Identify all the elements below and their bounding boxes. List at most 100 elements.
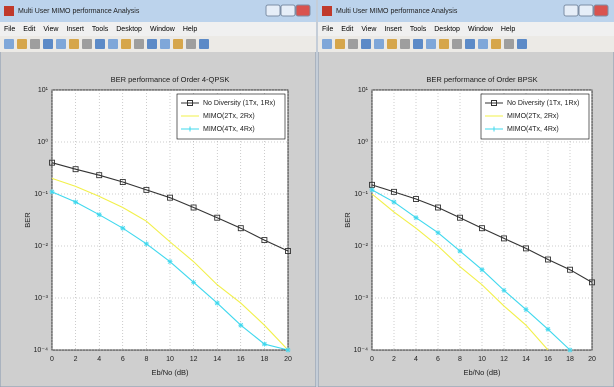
toolbar-button[interactable] bbox=[160, 39, 170, 49]
minimize-button[interactable] bbox=[563, 4, 579, 17]
legend-label: MIMO(2Tx, 2Rx) bbox=[507, 113, 559, 120]
maximize-button[interactable] bbox=[578, 4, 594, 17]
menu-item[interactable]: File bbox=[4, 26, 15, 33]
data-marker bbox=[143, 241, 149, 247]
x-tick-label: 0 bbox=[50, 356, 54, 363]
toolbar-button[interactable] bbox=[400, 39, 410, 49]
menu-item[interactable]: Window bbox=[468, 26, 494, 33]
menu-item[interactable]: Window bbox=[150, 26, 176, 33]
data-marker bbox=[96, 172, 103, 179]
x-tick-label: 2 bbox=[74, 356, 78, 363]
data-marker bbox=[261, 341, 267, 347]
data-marker bbox=[238, 322, 244, 328]
menu-item[interactable]: View bbox=[361, 26, 377, 33]
maximize-button[interactable] bbox=[280, 4, 296, 17]
toolbar-button[interactable] bbox=[426, 39, 436, 49]
toolbar-button[interactable] bbox=[4, 39, 14, 49]
menu-item[interactable]: Tools bbox=[92, 26, 109, 33]
menu-item[interactable]: File bbox=[322, 26, 333, 33]
menu-item[interactable]: Help bbox=[501, 26, 516, 33]
y-tick-label: 10⁻⁴ bbox=[354, 347, 369, 354]
menu-item[interactable]: Insert bbox=[384, 26, 402, 33]
data-marker bbox=[391, 188, 397, 195]
menu-item[interactable]: Tools bbox=[410, 26, 427, 33]
toolbar-button[interactable] bbox=[199, 39, 209, 49]
data-marker bbox=[457, 214, 463, 221]
data-marker bbox=[190, 204, 197, 211]
toolbar-button[interactable] bbox=[43, 39, 53, 49]
toolbar-button[interactable] bbox=[491, 39, 501, 49]
legend-label: No Diversity (1Tx, 1Rx) bbox=[203, 100, 275, 107]
minimize-button[interactable] bbox=[265, 4, 281, 17]
toolbar-button[interactable] bbox=[56, 39, 66, 49]
toolbar-button[interactable] bbox=[452, 39, 462, 49]
window: Multi User MIMO performance Analysis File… bbox=[317, 0, 614, 387]
data-marker bbox=[167, 259, 173, 265]
y-tick-label: 10¹ bbox=[358, 87, 369, 94]
data-marker bbox=[369, 181, 375, 188]
toolbar-button[interactable] bbox=[478, 39, 488, 49]
menu-item[interactable]: Help bbox=[183, 26, 198, 33]
toolbar-button[interactable] bbox=[348, 39, 358, 49]
menu-item[interactable]: Desktop bbox=[434, 26, 460, 33]
x-axis-label: Eb/No (dB) bbox=[151, 368, 189, 377]
data-marker bbox=[191, 279, 197, 285]
y-tick-label: 10⁻³ bbox=[354, 295, 368, 302]
toolbar-button[interactable] bbox=[517, 39, 527, 49]
toolbar-button[interactable] bbox=[361, 39, 371, 49]
menu-item[interactable]: Desktop bbox=[116, 26, 142, 33]
legend-marker bbox=[491, 100, 497, 106]
toolbar-button[interactable] bbox=[413, 39, 423, 49]
toolbar-button[interactable] bbox=[465, 39, 475, 49]
app-icon bbox=[4, 6, 14, 16]
x-tick-label: 20 bbox=[284, 356, 292, 363]
toolbar-button[interactable] bbox=[69, 39, 79, 49]
close-button[interactable] bbox=[295, 4, 311, 17]
x-tick-label: 8 bbox=[458, 356, 462, 363]
toolbar-button[interactable] bbox=[322, 39, 332, 49]
data-marker bbox=[435, 204, 441, 211]
data-marker bbox=[167, 194, 173, 201]
close-button[interactable] bbox=[593, 4, 609, 17]
data-marker bbox=[119, 179, 126, 185]
menu-item[interactable]: View bbox=[43, 26, 59, 33]
menu-bar bbox=[318, 22, 614, 36]
toolbar-button[interactable] bbox=[121, 39, 131, 49]
y-tick-label: 10⁻² bbox=[34, 243, 48, 250]
toolbar-button[interactable] bbox=[504, 39, 514, 49]
toolbar-button[interactable] bbox=[374, 39, 384, 49]
x-tick-label: 12 bbox=[190, 356, 198, 363]
legend-marker bbox=[187, 100, 193, 106]
toolbar-button[interactable] bbox=[439, 39, 449, 49]
data-marker bbox=[479, 225, 485, 232]
y-tick-label: 10¹ bbox=[38, 87, 49, 94]
data-marker bbox=[96, 212, 102, 218]
menu-item[interactable]: Edit bbox=[341, 26, 353, 33]
menu-item[interactable]: Edit bbox=[23, 26, 35, 33]
data-marker bbox=[479, 267, 485, 273]
toolbar-button[interactable] bbox=[82, 39, 92, 49]
toolbar-button[interactable] bbox=[335, 39, 345, 49]
toolbar-button[interactable] bbox=[387, 39, 397, 49]
toolbar-button[interactable] bbox=[134, 39, 144, 49]
data-marker bbox=[567, 347, 573, 353]
y-tick-label: 10⁻¹ bbox=[34, 191, 48, 198]
x-tick-label: 4 bbox=[414, 356, 418, 363]
toolbar-button[interactable] bbox=[17, 39, 27, 49]
app-icon bbox=[322, 6, 332, 16]
data-marker bbox=[545, 326, 551, 332]
toolbar-button[interactable] bbox=[186, 39, 196, 49]
series-line bbox=[51, 177, 289, 351]
data-marker bbox=[523, 307, 529, 313]
legend-label: MIMO(4Tx, 4Rx) bbox=[203, 126, 255, 133]
toolbar-button[interactable] bbox=[30, 39, 40, 49]
legend-marker bbox=[491, 126, 497, 132]
x-tick-label: 6 bbox=[436, 356, 440, 363]
x-tick-label: 14 bbox=[213, 356, 221, 363]
toolbar-button[interactable] bbox=[173, 39, 183, 49]
window: Multi User MIMO performance Analysis File… bbox=[0, 0, 317, 387]
toolbar-button[interactable] bbox=[95, 39, 105, 49]
toolbar-button[interactable] bbox=[108, 39, 118, 49]
menu-item[interactable]: Insert bbox=[66, 26, 84, 33]
toolbar-button[interactable] bbox=[147, 39, 157, 49]
